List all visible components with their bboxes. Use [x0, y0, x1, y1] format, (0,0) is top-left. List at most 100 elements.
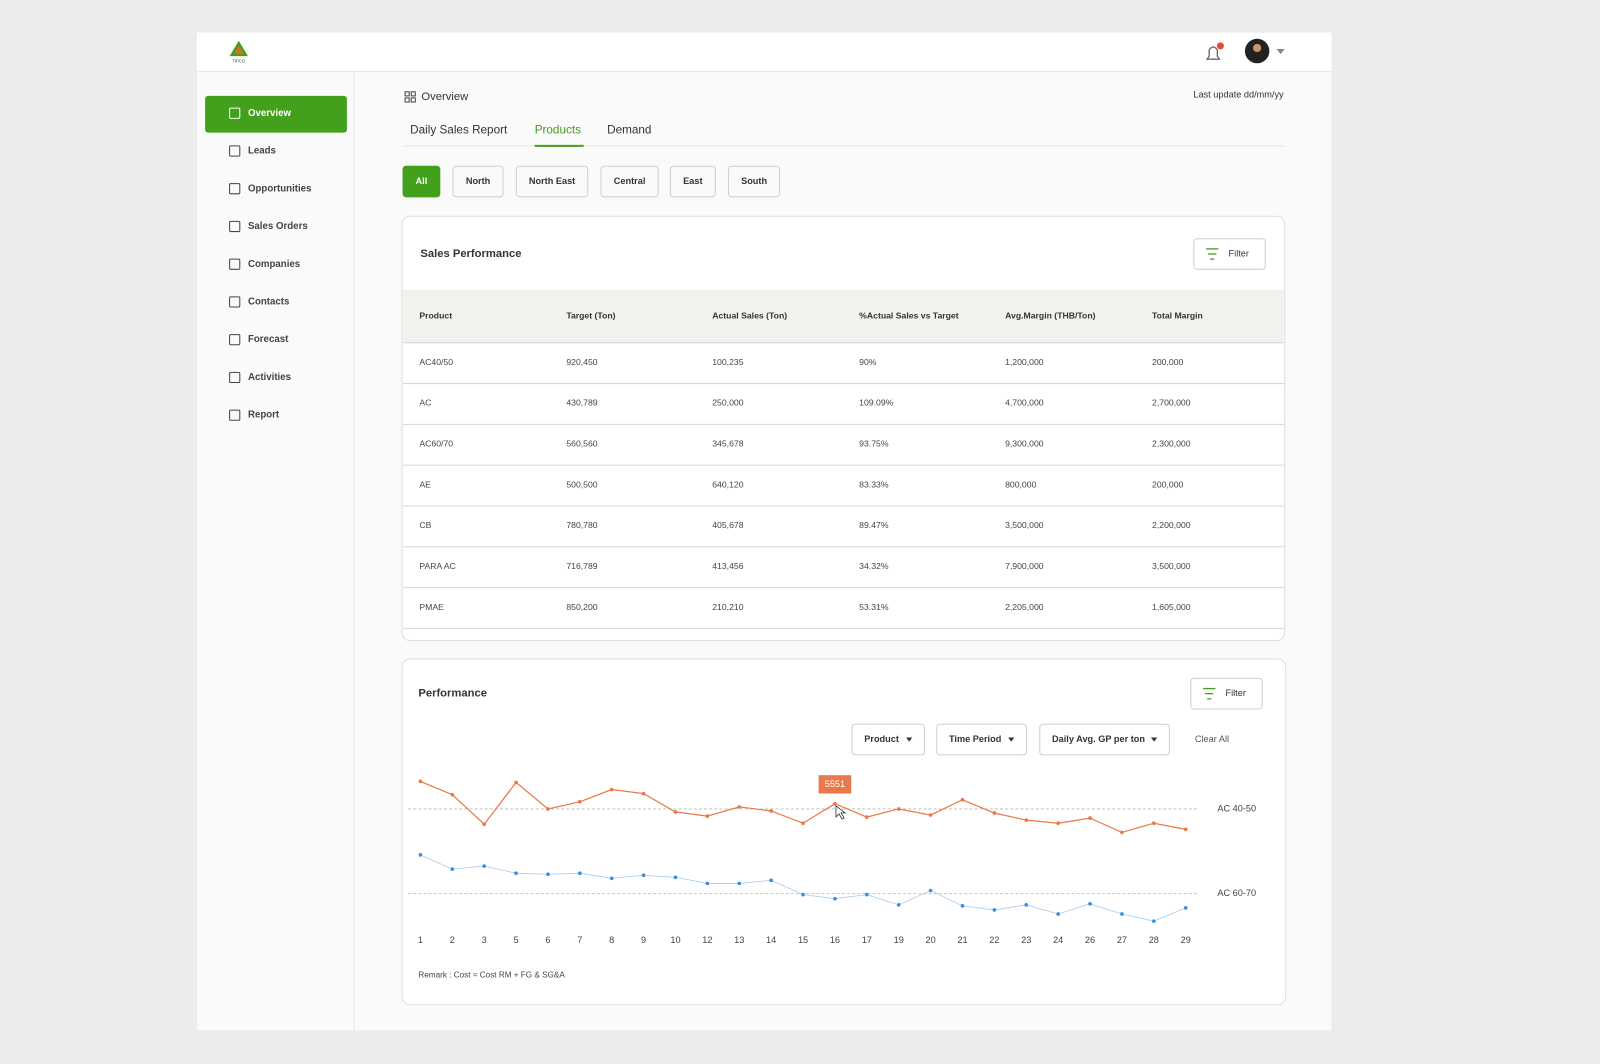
region-button[interactable] [728, 165, 781, 198]
data-point [864, 815, 869, 819]
table-cell: 716,789 [566, 561, 597, 571]
bell-icon[interactable] [1205, 46, 1221, 60]
data-point [864, 892, 869, 897]
x-tick-label: 5 [514, 935, 519, 945]
x-tick-label: 7 [577, 935, 582, 945]
data-point [578, 871, 582, 876]
overview-icon [404, 97, 410, 103]
dropdown-label: Product [864, 734, 899, 744]
data-point [1088, 901, 1092, 906]
tab[interactable]: Daily Sales Report [410, 124, 508, 137]
x-tick-label: 20 [926, 935, 936, 945]
avatar-caret[interactable] [1276, 48, 1285, 55]
data-point [1024, 902, 1029, 907]
table-cell: 345,678 [712, 439, 743, 449]
data-point [546, 807, 550, 811]
nav-icon [229, 296, 241, 308]
region-label: Central [614, 176, 646, 186]
table-cell: 200,000 [1152, 479, 1183, 489]
table-cell: 640,120 [712, 479, 743, 489]
nav-icon [229, 371, 241, 384]
column-header: Product [419, 311, 452, 321]
data-point [514, 871, 518, 876]
data-point [769, 878, 774, 883]
x-tick-label: 6 [545, 935, 550, 945]
table-header [403, 289, 1284, 343]
x-tick-label: 16 [830, 935, 840, 945]
x-tick-label: 26 [1085, 935, 1095, 945]
nav-item[interactable]: Leads [248, 146, 276, 157]
table-cell: 560,560 [566, 439, 597, 449]
region-button[interactable] [600, 165, 659, 198]
table-cell: 93.75% [859, 439, 889, 449]
nav-item[interactable]: Activities [248, 372, 291, 383]
table-cell: 2,200,000 [1152, 520, 1191, 530]
data-point [1151, 821, 1156, 826]
dropdown-caret [906, 737, 913, 742]
dropdown[interactable] [851, 723, 925, 756]
table-cell: 250,000 [712, 398, 743, 408]
nav-active [205, 95, 347, 133]
filter-button[interactable] [1190, 677, 1263, 710]
region-button[interactable] [402, 165, 441, 198]
nav-item[interactable]: Opportunities [248, 183, 312, 194]
nav-item[interactable]: Sales Orders [248, 221, 308, 232]
x-tick-label: 1 [418, 935, 423, 945]
avatar-face [1253, 43, 1262, 53]
data-point [992, 811, 997, 815]
table-cell: 89.47% [859, 520, 889, 530]
x-tick-label: 8 [609, 935, 614, 945]
filter-button[interactable] [1193, 238, 1266, 270]
region-button[interactable] [515, 165, 589, 198]
table-cell: AC40/50 [419, 357, 453, 367]
table-cell: PARA AC [419, 561, 455, 571]
nav-item[interactable]: Companies [248, 259, 300, 270]
nav-item[interactable]: Forecast [248, 334, 289, 345]
dropdown[interactable] [1039, 723, 1170, 756]
nav-item[interactable]: Contacts [248, 297, 289, 308]
data-point [705, 881, 710, 886]
table-cell: 2,700,000 [1152, 398, 1191, 408]
dropdown[interactable] [936, 723, 1028, 756]
data-point [1120, 912, 1124, 916]
data-point [737, 805, 742, 809]
data-point [1024, 818, 1029, 822]
data-point [928, 888, 933, 893]
data-point [833, 801, 837, 806]
data-point [609, 876, 614, 881]
nav-item[interactable]: Overview [248, 108, 292, 119]
card-title: Performance [418, 688, 487, 700]
table-cell: 100,235 [712, 357, 743, 367]
data-point [1183, 906, 1188, 910]
tab[interactable]: Demand [607, 124, 651, 137]
data-point [896, 807, 901, 811]
dropdown-label: Time Period [949, 734, 1001, 744]
nav-icon [229, 220, 241, 233]
top-bar [196, 32, 1332, 72]
x-tick-label: 2 [450, 935, 455, 945]
x-tick-label: 12 [702, 935, 712, 945]
table-cell: 90% [859, 357, 877, 367]
data-point [641, 791, 646, 796]
data-point [482, 822, 487, 827]
data-point [609, 787, 614, 792]
data-point [769, 809, 774, 813]
nav-item[interactable]: Report [248, 410, 280, 421]
tab-underline [534, 144, 584, 147]
series-label: AC 60-70 [1217, 888, 1256, 898]
x-tick-label: 29 [1181, 935, 1191, 945]
clear-all[interactable]: Clear All [1195, 734, 1229, 744]
table-cell: 2,205,000 [1005, 602, 1044, 612]
logo-inner [233, 45, 244, 55]
notification-dot [1216, 42, 1224, 50]
tab[interactable]: Products [535, 124, 581, 137]
data-point [1183, 827, 1188, 832]
table-cell: 850,200 [566, 602, 597, 612]
table-cell: 9,300,000 [1005, 439, 1044, 449]
x-tick-label: 17 [862, 935, 872, 945]
region-button[interactable] [669, 165, 716, 198]
nav-icon [229, 145, 241, 157]
region-button[interactable] [452, 165, 504, 198]
nav-icon [229, 409, 241, 421]
